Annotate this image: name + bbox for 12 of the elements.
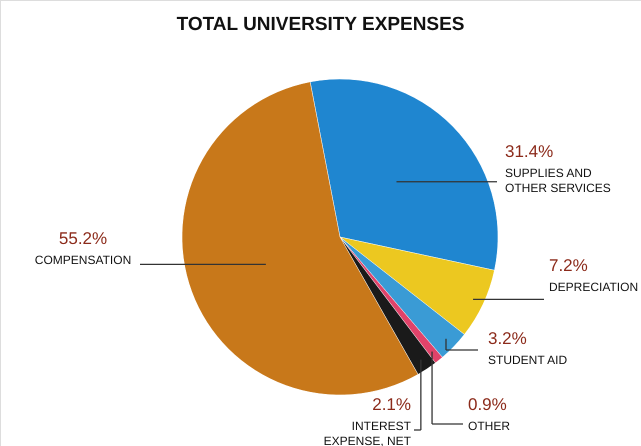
slice-label: OTHER <box>468 419 510 433</box>
data-label: 0.9% <box>468 395 507 414</box>
slice-label: COMPENSATION <box>34 253 132 267</box>
chart-title: TOTAL UNIVERSITY EXPENSES <box>176 14 464 35</box>
data-label: 2.1% <box>372 395 411 414</box>
data-label: 3.2% <box>488 329 527 348</box>
slice-label: SUPPLIES AND OTHER SERVICES <box>505 166 611 195</box>
slice-label: STUDENT AID <box>488 353 568 367</box>
data-label: 7.2% <box>549 256 588 275</box>
data-label: 31.4% <box>505 142 554 161</box>
data-label: 55.2% <box>58 229 108 248</box>
slice-label: DEPRECIATION <box>549 280 638 294</box>
